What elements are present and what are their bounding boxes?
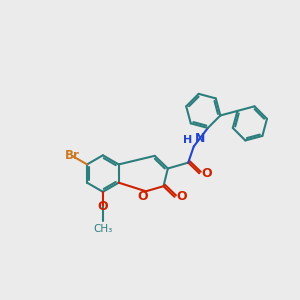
Text: H: H bbox=[183, 135, 192, 145]
Text: O: O bbox=[177, 190, 187, 203]
Text: Br: Br bbox=[65, 149, 80, 162]
Text: O: O bbox=[137, 190, 148, 203]
Text: CH₃: CH₃ bbox=[93, 224, 112, 234]
Text: O: O bbox=[201, 167, 212, 180]
Text: O: O bbox=[98, 200, 108, 213]
Text: N: N bbox=[195, 132, 205, 145]
